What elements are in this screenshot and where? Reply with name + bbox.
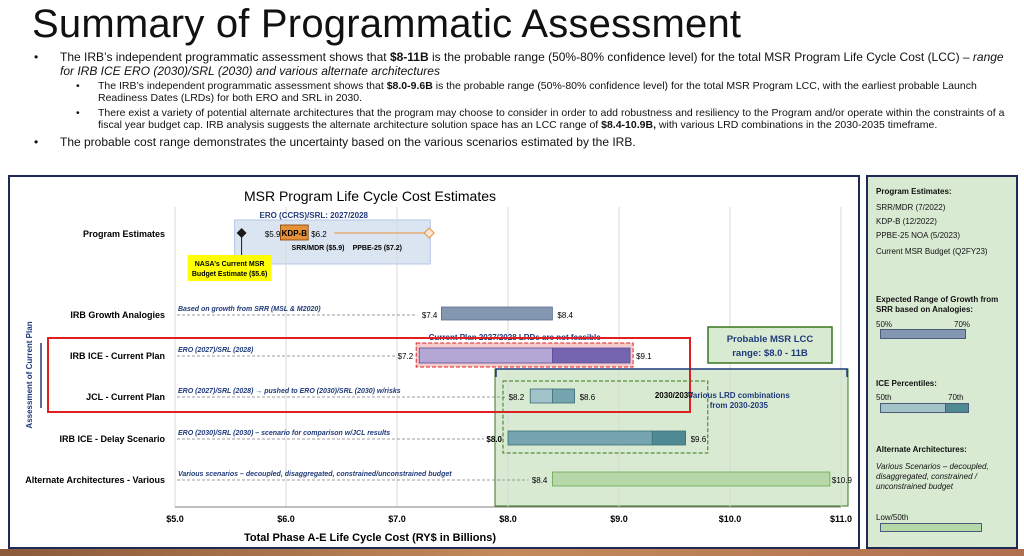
- ice-high-label: $9.1: [636, 352, 652, 361]
- ice-bar-low: [418, 347, 553, 364]
- chart-title: MSR Program Life Cycle Cost Estimates: [244, 188, 496, 204]
- row-label-1: IRB Growth Analogies: [70, 310, 165, 320]
- probable-range-bracket: [495, 368, 848, 377]
- bullet-list: The IRB’s independent programmatic asses…: [30, 50, 1005, 151]
- x-axis-label: Total Phase A-E Life Cycle Cost (RY$ in …: [244, 532, 496, 544]
- srr-mdr-label: SRR/MDR ($5.9): [292, 245, 345, 252]
- ppbe-diamond-marker: [423, 227, 435, 239]
- legend-growth-title: Expected Range of Growth from SRR based …: [876, 295, 999, 314]
- current-plan-highlight-box: [47, 337, 691, 413]
- legend-program-item-3: Current MSR Budget (Q2FY23): [876, 247, 988, 256]
- lrd-2030-label: 2030/2030: [655, 391, 693, 400]
- probable-range-box: [707, 326, 833, 364]
- row-note-5: Various scenarios – decoupled, disaggreg…: [178, 471, 452, 478]
- legend-program-item-0: SRR/MDR (7/2022): [876, 203, 946, 212]
- srr-value-label: $5.9: [265, 230, 281, 239]
- legend-ice-70: 70th: [948, 393, 964, 402]
- row-note-3: ERO (2027)/SRL (2028) → pushed to ERO (2…: [178, 388, 401, 395]
- sub-bullet-2: There exist a variety of potential alter…: [30, 107, 1005, 131]
- row-label-0: Program Estimates: [83, 229, 165, 239]
- bullet-1-text-c: is the probable range (50%-80% confidenc…: [428, 50, 973, 64]
- lcc-chart: MSR Program Life Cycle Cost Estimates $5.…: [25, 188, 853, 544]
- bullet-1-text-b: $8-11B: [389, 50, 429, 64]
- growth-bar: [440, 306, 553, 321]
- various-lrd-line-1: Various LRD combinations: [688, 391, 790, 400]
- delay-low-label: $8.0: [486, 435, 502, 444]
- bullet-1-text-d: range for IRB ICE ERO (2030)/SRL (2030) …: [60, 50, 1004, 78]
- legend-program-title: Program Estimates:: [876, 187, 952, 196]
- bullet-1-text-a: The IRB’s independent programmatic asses…: [60, 50, 390, 64]
- sub-bullet-1-text-a: The IRB’s independent programmatic asses…: [98, 80, 387, 92]
- slide-title: Summary of Programmatic Assessment: [32, 2, 742, 46]
- kdp-b-label: KDP-B: [282, 229, 308, 238]
- delay-bar-high: [651, 430, 686, 446]
- jcl-low-label: $8.2: [509, 393, 525, 402]
- budget-callout-line-1: NASA’s Current MSR: [195, 261, 265, 268]
- legend-growth-70: 70%: [954, 320, 971, 329]
- delay-high-label: $9.6: [691, 435, 707, 444]
- row-note-4: ERO (2030)/SRL (2030) – scenario for com…: [178, 430, 390, 437]
- legend-alt-title: Alternate Architectures:: [876, 445, 967, 454]
- row-label-5: Alternate Architectures - Various: [25, 475, 165, 485]
- chart-frame: MSR Program Life Cycle Cost Estimates $5.…: [8, 175, 860, 549]
- sub-bullet-1: The IRB’s independent programmatic asses…: [30, 80, 1005, 104]
- jcl-bar-high: [552, 388, 576, 404]
- jcl-high-label: $8.6: [580, 393, 596, 402]
- legend-program-item-2: PPBE-25 NOA (5/2023): [876, 231, 961, 240]
- legend-program-item-1: KDP-B (12/2022): [876, 217, 937, 226]
- x-tick-label-4: $9.0: [610, 514, 628, 524]
- alt-high-label: $10.9: [832, 476, 853, 485]
- sub-bullet-2-text-a: There exist a variety of potential alter…: [98, 107, 1005, 131]
- growth-high-label: $8.4: [557, 311, 573, 320]
- x-tick-label-3: $8.0: [499, 514, 517, 524]
- bullet-1: The IRB’s independent programmatic asses…: [30, 50, 1005, 78]
- budget-callout-line-2: Budget Estimate ($5.6): [192, 271, 267, 278]
- sub-bullet-1-text-c: is the probable range (50%-80% confidenc…: [98, 80, 977, 104]
- chart-legend: Program Estimates: SRR/MDR (7/2022) KDP-B …: [866, 175, 1018, 549]
- kdp-b-box: [280, 224, 309, 241]
- row-note-1: Based on growth from SRR (MSL & M2020): [178, 306, 321, 313]
- ppbe-label: PPBE-25 ($7.2): [353, 245, 402, 252]
- legend-ice-title: ICE Percentiles:: [876, 379, 937, 388]
- growth-low-label: $7.4: [422, 311, 438, 320]
- legend-growth-50: 50%: [876, 320, 893, 329]
- legend-ice-swatch-low: [880, 403, 946, 413]
- x-tick-label-6: $11.0: [830, 514, 852, 524]
- bullet-2: The probable cost range demonstrates the…: [30, 135, 1005, 149]
- various-lrd-line-2: from 2030-2035: [710, 401, 769, 410]
- sub-bullet-2-text-c: with various LRD combinations in the 203…: [656, 119, 938, 131]
- row-label-3: JCL - Current Plan: [86, 392, 165, 402]
- alt-bar: [552, 471, 831, 487]
- sub-bullet-2-text-b: $8.4-10.9B,: [601, 119, 656, 131]
- probable-range-line-2: range: $8.0 - 11B: [732, 348, 808, 359]
- legend-alt-desc: Various Scenarios – decoupled, disaggreg…: [876, 462, 989, 491]
- x-tick-label-0: $5.0: [166, 514, 184, 524]
- ice-low-label: $7.2: [398, 352, 414, 361]
- legend-growth-swatch: [880, 329, 966, 339]
- delay-bar-low: [507, 430, 653, 446]
- bottom-decor-strip: [0, 549, 1024, 556]
- legend-ice-swatch-high: [945, 403, 969, 413]
- legend-alt-bar-label: Low/50th: [876, 513, 909, 522]
- alt-low-label: $8.4: [532, 476, 548, 485]
- jcl-bar-low: [529, 388, 553, 404]
- lrd-2030-region: [502, 380, 709, 454]
- row-label-4: IRB ICE - Delay Scenario: [59, 434, 165, 444]
- legend-ice-50: 50th: [876, 393, 892, 402]
- x-tick-label-5: $10.0: [719, 514, 742, 524]
- probable-range-line-1: Probable MSR LCC: [727, 334, 814, 345]
- program-estimates-header: ERO (CCRS)/SRL: 2027/2028: [260, 211, 369, 220]
- kdp-value-label: $6.2: [311, 230, 327, 239]
- sub-bullet-1-text-b: $8.0-9.6B: [386, 80, 433, 92]
- budget-callout-box: [187, 255, 272, 281]
- y-group-label: Assessment of Current Plan: [25, 321, 34, 428]
- legend-alt-swatch: [880, 523, 982, 532]
- row-note-2: ERO (2027)/SRL (2028): [178, 347, 254, 354]
- x-tick-label-2: $7.0: [388, 514, 406, 524]
- row-label-2: IRB ICE - Current Plan: [70, 351, 165, 361]
- x-tick-label-1: $6.0: [277, 514, 295, 524]
- ice-bar-high: [552, 347, 631, 364]
